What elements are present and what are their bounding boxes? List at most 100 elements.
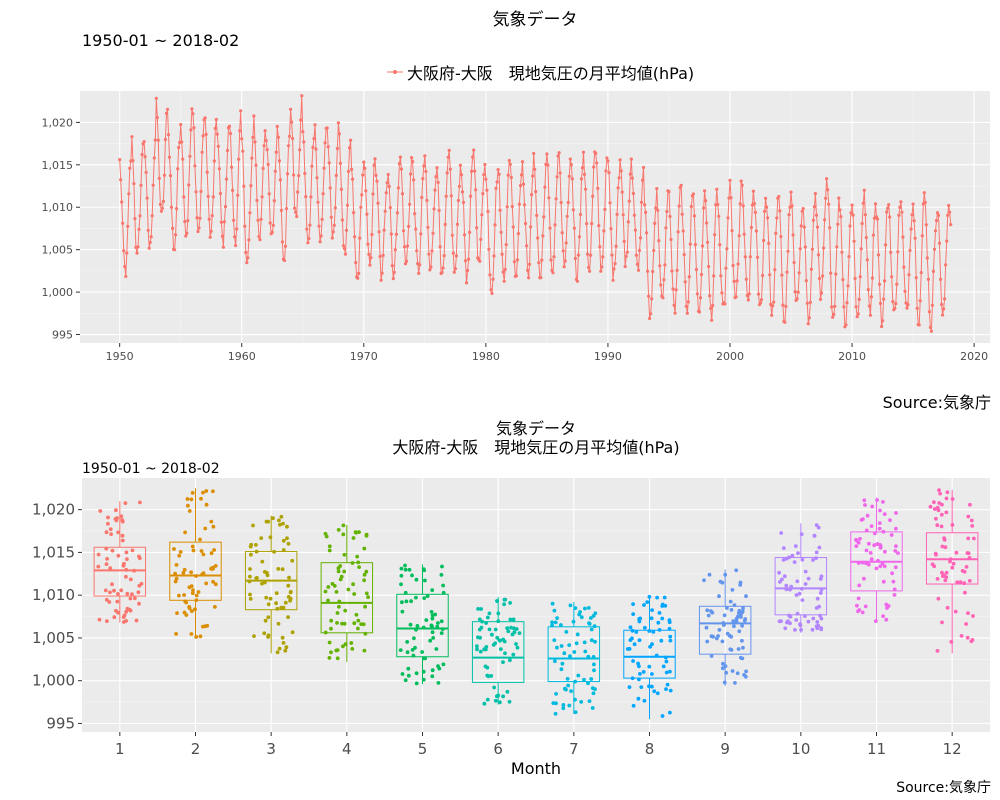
jitter-point [343, 642, 348, 647]
top-series-point [276, 135, 280, 139]
top-series-point [855, 315, 859, 319]
top-series-point [586, 252, 590, 256]
top-series-point [159, 209, 163, 213]
jitter-point [495, 635, 500, 640]
jitter-point [288, 596, 293, 601]
jitter-point [878, 564, 883, 569]
top-series-point [294, 210, 298, 214]
top-series-point [329, 215, 333, 219]
top-series-point [194, 190, 198, 194]
top-series-point [944, 263, 948, 267]
top-series-point [565, 214, 569, 218]
top-series-point [569, 163, 573, 167]
top-series-point [793, 290, 797, 294]
jitter-point [503, 651, 507, 656]
top-series-point [293, 206, 297, 210]
top-series-point [236, 193, 240, 197]
top-series-point [410, 156, 414, 160]
top-series-point [368, 263, 372, 267]
top-series-point [692, 214, 697, 218]
jitter-point [878, 544, 883, 548]
top-series-point [268, 221, 272, 225]
top-series-point [941, 313, 945, 317]
jitter-point [441, 590, 446, 595]
jitter-point [650, 684, 654, 689]
top-series-point [396, 186, 400, 190]
top-series-point [493, 223, 497, 227]
jitter-point [204, 489, 209, 493]
jitter-point [561, 706, 566, 711]
top-series-point [304, 195, 308, 199]
top-series-point [187, 183, 191, 187]
top-series-point [803, 245, 807, 249]
top-series-point [339, 187, 343, 191]
jitter-point [440, 564, 444, 569]
jitter-point [272, 549, 276, 554]
jitter-point [875, 498, 879, 502]
top-series-point [399, 167, 403, 171]
top-series-point [682, 253, 686, 257]
jitter-point [818, 613, 822, 618]
jitter-point [803, 569, 808, 574]
top-series-point [770, 313, 774, 317]
jitter-point [854, 544, 859, 548]
jitter-point [877, 521, 882, 525]
jitter-point [637, 677, 641, 682]
jitter-point [812, 534, 817, 538]
jitter-point [939, 512, 944, 517]
jitter-point [935, 577, 940, 581]
jitter-point [650, 672, 654, 676]
jitter-point [875, 542, 880, 546]
jitter-point [514, 642, 518, 646]
top-series-point [947, 203, 951, 208]
top-series-point [382, 228, 386, 232]
jitter-point [590, 706, 595, 710]
jitter-point [625, 647, 630, 651]
jitter-point [429, 623, 434, 628]
top-series-point [675, 268, 679, 272]
top-series-point [431, 231, 435, 235]
top-series-point [509, 175, 513, 180]
jitter-point [583, 606, 587, 611]
top-series-point [384, 191, 388, 195]
jitter-point [477, 617, 482, 622]
top-series-point [688, 242, 692, 246]
top-series-point [559, 200, 563, 205]
jitter-point [861, 517, 865, 521]
top-series-point [485, 188, 489, 192]
jitter-point [433, 612, 438, 617]
jitter-point [124, 609, 129, 614]
top-series-point [735, 279, 739, 283]
jitter-point [955, 580, 960, 585]
top-series-point [306, 241, 310, 245]
jitter-point [198, 634, 203, 639]
top-series-point [681, 229, 685, 233]
top-series-point [599, 269, 603, 273]
jitter-point [120, 538, 125, 543]
top-series-point [512, 260, 517, 264]
top-series-point [840, 250, 844, 254]
jitter-point [573, 697, 577, 702]
top-series-point [629, 157, 633, 161]
top-series-point [135, 251, 139, 255]
jitter-point [351, 582, 355, 587]
jitter-point [507, 699, 512, 704]
top-series-point [590, 222, 594, 226]
jitter-point [178, 550, 183, 554]
jitter-point [815, 626, 820, 631]
jitter-point [780, 577, 784, 582]
top-series-point [343, 252, 348, 256]
jitter-point [110, 582, 114, 587]
top-series-point [886, 206, 890, 210]
top-series-point [910, 213, 914, 217]
jitter-point [104, 562, 109, 566]
jitter-point [632, 642, 637, 647]
top-series-point [500, 252, 504, 256]
jitter-point [744, 594, 748, 599]
jitter-point [483, 664, 488, 669]
jitter-point [506, 629, 511, 634]
top-series-point [420, 195, 424, 200]
top-series-point [845, 301, 849, 305]
top-series-point [353, 235, 357, 239]
jitter-point [205, 623, 210, 628]
